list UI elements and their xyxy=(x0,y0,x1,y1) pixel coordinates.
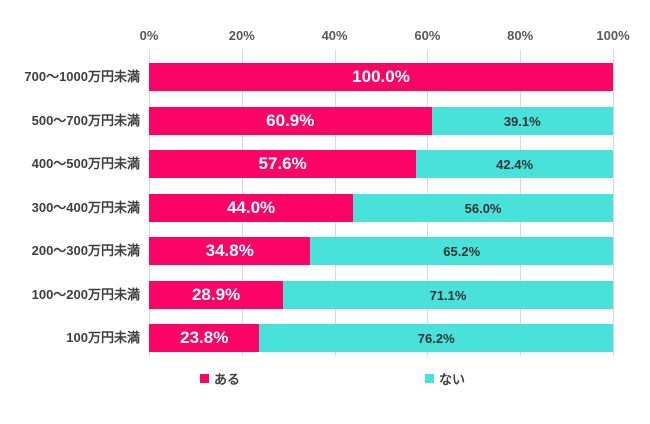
value-label: 44.0% xyxy=(226,198,276,217)
x-axis-tick: 20% xyxy=(228,28,255,43)
bar-segment-aru: 28.9% xyxy=(149,281,284,309)
bar-segment-aru: 23.8% xyxy=(149,324,260,352)
bar-segment-nai: 39.1% xyxy=(431,107,613,135)
legend: ある ない xyxy=(0,369,650,389)
bar-segment-nai: 65.2% xyxy=(310,237,613,265)
bar-row: 700〜1000万円未満 100.0% xyxy=(0,63,650,91)
value-label: 65.2% xyxy=(443,243,481,259)
bar-segment-aru: 60.9% xyxy=(149,107,432,135)
value-label: 57.6% xyxy=(258,154,307,173)
category-label: 300〜400万円未満 xyxy=(31,200,140,215)
bar-segment-aru: 100.0% xyxy=(149,63,613,91)
value-label: 23.8% xyxy=(180,328,229,347)
bar-segment-aru: 44.0% xyxy=(149,194,354,222)
value-label: 34.8% xyxy=(205,241,254,260)
category-label: 200〜300万円未満 xyxy=(31,243,140,258)
legend-swatch-aru xyxy=(200,374,209,383)
legend-item-aru: ある xyxy=(200,369,240,388)
legend-label-aru: ある xyxy=(214,372,241,387)
stacked-bar: 28.9% 71.1% xyxy=(149,281,613,309)
bar-segment-aru: 34.8% xyxy=(149,237,311,265)
category-label: 500〜700万円未満 xyxy=(31,113,140,128)
bar-row: 100〜200万円未満 28.9% 71.1% xyxy=(0,281,650,309)
value-label: 100.0% xyxy=(352,67,410,86)
stacked-bar: 34.8% 65.2% xyxy=(149,237,613,265)
bar-row: 300〜400万円未満 44.0% 56.0% xyxy=(0,194,650,222)
bar-segment-nai: 71.1% xyxy=(283,281,613,309)
legend-item-nai: ない xyxy=(425,369,465,388)
value-label: 56.0% xyxy=(464,200,502,216)
bar-segment-nai: 76.2% xyxy=(259,324,613,352)
stacked-bar: 57.6% 42.4% xyxy=(149,150,613,178)
bar-segment-nai: 42.4% xyxy=(416,150,613,178)
x-axis-tick: 100% xyxy=(596,28,630,43)
category-label: 700〜1000万円未満 xyxy=(24,69,140,84)
value-label: 60.9% xyxy=(266,111,315,130)
value-label: 28.9% xyxy=(191,285,241,304)
bar-row: 500〜700万円未満 60.9% 39.1% xyxy=(0,107,650,135)
legend-label-nai: ない xyxy=(439,372,466,387)
x-axis-tick: 40% xyxy=(321,28,348,43)
category-label: 100〜200万円未満 xyxy=(31,287,140,302)
category-label: 400〜500万円未満 xyxy=(31,156,140,171)
legend-swatch-nai xyxy=(425,374,434,383)
stacked-bar: 100.0% xyxy=(149,63,613,91)
x-axis-tick: 0% xyxy=(139,28,159,43)
bar-row: 200〜300万円未満 34.8% 65.2% xyxy=(0,237,650,265)
stacked-bar: 44.0% 56.0% xyxy=(149,194,613,222)
value-label: 71.1% xyxy=(429,287,467,303)
bar-segment-aru: 57.6% xyxy=(149,150,417,178)
bar-row: 400〜500万円未満 57.6% 42.4% xyxy=(0,150,650,178)
category-label: 100万円未満 xyxy=(66,330,140,345)
value-label: 76.2% xyxy=(417,330,455,346)
bar-row: 100万円未満 23.8% 76.2% xyxy=(0,324,650,352)
gridline xyxy=(613,50,614,356)
value-label: 42.4% xyxy=(496,156,534,172)
stacked-bar: 23.8% 76.2% xyxy=(149,324,613,352)
x-axis-tick: 80% xyxy=(507,28,534,43)
value-label: 39.1% xyxy=(503,113,541,129)
x-axis-tick: 60% xyxy=(414,28,441,43)
bar-segment-nai: 56.0% xyxy=(353,194,613,222)
stacked-bar: 60.9% 39.1% xyxy=(149,107,613,135)
